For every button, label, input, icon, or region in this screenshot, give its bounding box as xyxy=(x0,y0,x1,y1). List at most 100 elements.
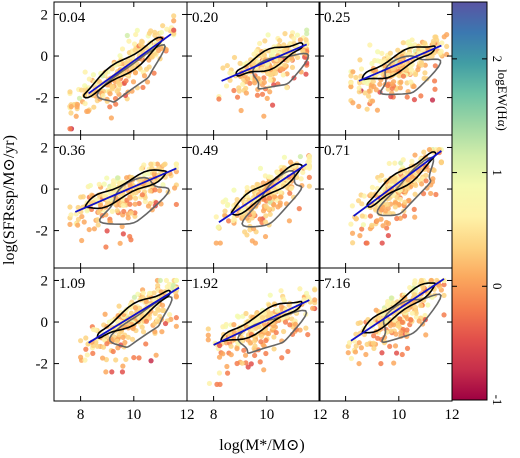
x-tick-label: 12 xyxy=(180,407,195,423)
data-point xyxy=(116,303,122,309)
data-point xyxy=(289,64,296,70)
data-point xyxy=(390,300,396,306)
data-point xyxy=(224,62,230,69)
data-point xyxy=(304,27,310,33)
data-point xyxy=(137,305,143,311)
data-point xyxy=(172,185,178,191)
fit-line xyxy=(350,278,445,342)
data-point xyxy=(224,370,231,376)
x-tick-label: 8 xyxy=(342,407,350,423)
data-point xyxy=(304,31,310,37)
data-point xyxy=(294,54,301,61)
data-point xyxy=(251,345,257,352)
data-point xyxy=(368,191,374,197)
data-point xyxy=(305,294,311,300)
data-point xyxy=(152,310,158,317)
data-point xyxy=(364,106,370,112)
data-point xyxy=(348,355,354,362)
data-point xyxy=(421,40,428,46)
data-point xyxy=(397,85,404,91)
data-point xyxy=(278,288,284,294)
data-point xyxy=(429,97,436,103)
data-point xyxy=(394,194,400,200)
data-point xyxy=(271,202,277,208)
data-point xyxy=(213,240,219,246)
data-point xyxy=(356,89,362,95)
x-tick-label: 10 xyxy=(391,407,406,423)
panel-label: 0.25 xyxy=(324,10,350,26)
data-point xyxy=(357,233,363,239)
data-point xyxy=(373,307,379,313)
data-point xyxy=(158,45,164,52)
data-point xyxy=(371,83,377,90)
data-point xyxy=(160,182,166,188)
data-point xyxy=(123,356,129,363)
data-point xyxy=(252,240,259,246)
data-point xyxy=(441,312,447,318)
data-point xyxy=(139,192,145,198)
data-point xyxy=(120,363,126,369)
data-point xyxy=(107,91,113,97)
data-point xyxy=(144,79,151,85)
outer-contour xyxy=(379,55,442,96)
data-point xyxy=(399,351,405,358)
data-point xyxy=(259,91,266,97)
data-point xyxy=(434,277,440,284)
colorbar-tick-label: -1 xyxy=(490,395,505,406)
data-point xyxy=(166,311,173,318)
data-point xyxy=(426,146,433,153)
data-point xyxy=(122,339,128,346)
data-point xyxy=(143,341,149,347)
data-point xyxy=(159,329,165,335)
x-tick-label: 8 xyxy=(77,407,85,423)
data-point xyxy=(151,70,157,76)
data-point xyxy=(127,201,133,207)
data-point xyxy=(367,213,374,219)
data-point xyxy=(444,32,450,38)
y-tick-label: 2 xyxy=(41,140,49,156)
data-point xyxy=(355,198,362,204)
data-point xyxy=(393,350,400,356)
data-point xyxy=(408,79,414,85)
data-point xyxy=(433,191,439,198)
data-point xyxy=(230,217,236,224)
data-point xyxy=(412,191,418,197)
data-point xyxy=(257,216,263,222)
data-point xyxy=(430,38,437,44)
data-point xyxy=(418,181,425,187)
data-point xyxy=(380,223,386,229)
data-point xyxy=(348,73,354,79)
data-point xyxy=(312,287,318,293)
data-point xyxy=(173,293,179,299)
panel-label: 0.04 xyxy=(59,10,86,26)
data-point xyxy=(384,302,390,308)
data-point xyxy=(225,218,232,224)
data-point xyxy=(100,344,107,350)
data-point xyxy=(124,175,130,181)
data-point xyxy=(234,94,241,100)
data-point xyxy=(96,181,102,187)
data-point xyxy=(349,203,355,209)
data-point xyxy=(413,182,419,188)
data-point xyxy=(126,38,132,44)
x-tick-label: 12 xyxy=(445,407,460,423)
panels-layer: -2 0 2 0.04 0.20 0.25 -2 0 2 0.36 0.49 0.71 -2 0 2 8 10 1… xyxy=(36,1,460,423)
data-point xyxy=(231,322,237,328)
data-point xyxy=(217,240,223,246)
fit-line xyxy=(353,150,442,217)
data-point xyxy=(84,108,90,114)
inner-contour xyxy=(84,169,168,210)
data-point xyxy=(132,195,139,201)
data-point xyxy=(96,78,103,84)
data-point xyxy=(97,202,104,209)
data-point xyxy=(238,107,244,114)
data-point xyxy=(306,153,312,159)
data-point xyxy=(400,40,406,46)
data-point xyxy=(149,54,155,60)
colorbar: -1 0 1 2 logEW(Hα) xyxy=(451,1,510,406)
data-point xyxy=(76,95,83,101)
data-point xyxy=(404,94,410,100)
data-point xyxy=(90,350,96,356)
data-point xyxy=(411,206,417,213)
